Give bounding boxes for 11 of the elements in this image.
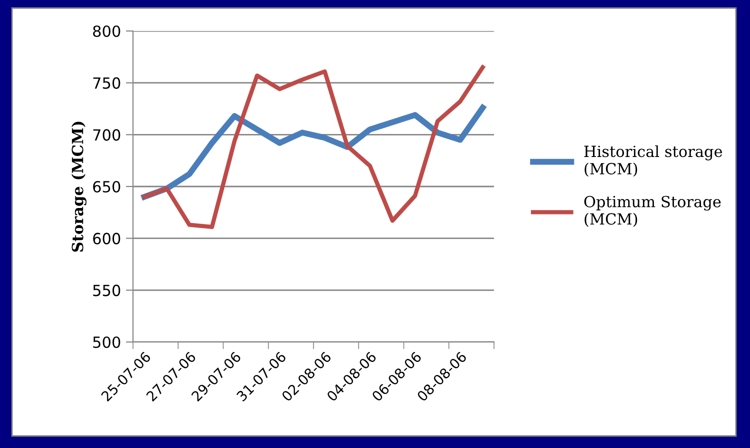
y-tick-label: 750 bbox=[93, 77, 120, 89]
line-series bbox=[142, 65, 485, 230]
y-tick-label: 500 bbox=[93, 336, 120, 348]
y-tick-label: 700 bbox=[93, 129, 120, 141]
legend-label: Historical storage (MCM) bbox=[584, 145, 722, 177]
y-axis-title: Storage (MCM) bbox=[71, 122, 86, 252]
y-tick-label: 800 bbox=[93, 25, 120, 38]
y-tick-label: 650 bbox=[93, 180, 120, 193]
y-tick-label: 550 bbox=[93, 284, 120, 296]
legend-label: Optimum Storage (MCM) bbox=[584, 196, 721, 227]
y-tick-label: 600 bbox=[93, 232, 120, 244]
